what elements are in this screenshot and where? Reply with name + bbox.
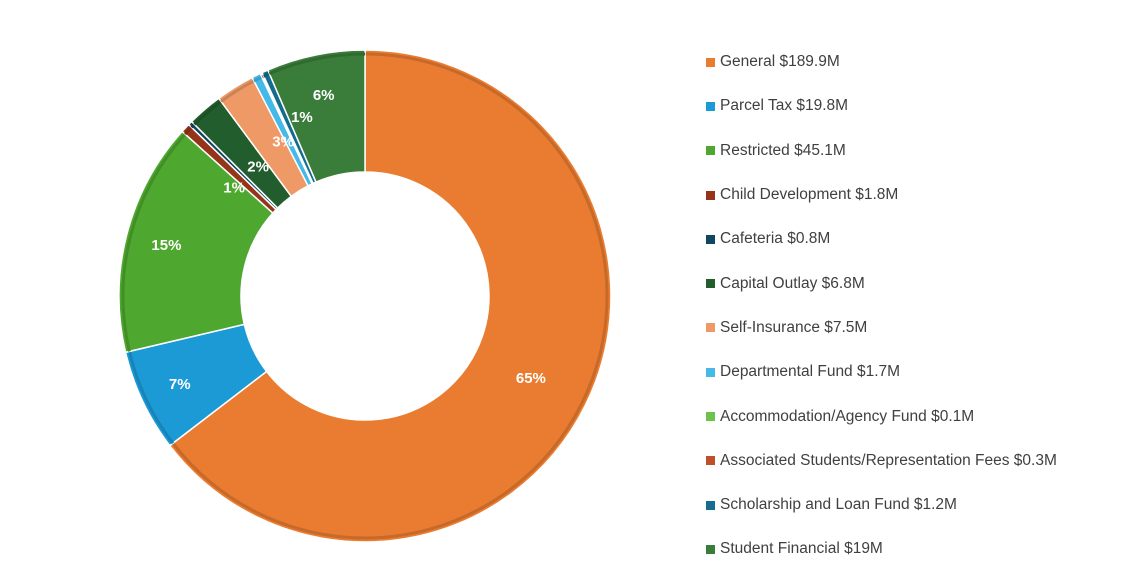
legend-item-self-insurance: Self-Insurance $7.5M [706,306,1057,350]
donut-chart: 65% 7% 15% 1% 2% 3% 1% 6% [118,49,612,543]
legend-swatch [706,367,715,377]
donut-svg: 65%7%15%1%2%3%1%6% [118,49,612,543]
legend-label: Parcel Tax $19.8M [720,97,849,115]
legend-swatch [706,412,715,422]
legend-item-scholarship-and-loan-fund: Scholarship and Loan Fund $1.2M [706,483,1057,527]
legend-item-parcel-tax: Parcel Tax $19.8M [706,84,1057,128]
slice-rim-student-financial [268,52,366,76]
legend-label: Accommodation/Agency Fund $0.1M [720,407,975,425]
legend-swatch [706,544,715,554]
legend-swatch [706,500,715,510]
legend-label: Departmental Fund $1.7M [720,363,901,381]
legend-item-departmental-fund: Departmental Fund $1.7M [706,350,1057,394]
percent-label-self-insurance: 3% [272,133,294,150]
slice-rim-parcel-tax [127,351,175,445]
slice-restricted [118,130,274,354]
legend-label: Associated Students/Representation Fees … [720,451,1057,469]
legend-swatch [706,234,715,244]
slice-rim-restricted [121,133,187,352]
slice-student-financial [266,49,366,184]
legend-item-associated-students-representation-fees: Associated Students/Representation Fees … [706,439,1057,483]
legend-label: Student Financial $19M [720,540,883,558]
legend-item-general: General $189.9M [706,40,1057,84]
legend-label: General $189.9M [720,53,840,71]
legend-item-cafeteria: Cafeteria $0.8M [706,217,1057,261]
legend-swatch [706,146,715,156]
slice-general [168,49,612,543]
legend-item-accommodation-agency-fund: Accommodation/Agency Fund $0.1M [706,394,1057,438]
percent-label-student-financial: 6% [313,87,335,104]
percent-label-general: 65% [516,370,546,387]
legend-swatch [706,101,715,111]
legend: General $189.9M Parcel Tax $19.8M Restrict… [706,40,1057,572]
legend-swatch [706,323,715,333]
legend-label: Capital Outlay $6.8M [720,274,865,292]
legend-item-student-financial: Student Financial $19M [706,527,1057,571]
slice-rim-general [171,52,609,540]
legend-label: Cafeteria $0.8M [720,230,831,248]
legend-label: Scholarship and Loan Fund $1.2M [720,496,957,514]
legend-item-child-development: Child Development $1.8M [706,173,1057,217]
legend-label: Self-Insurance $7.5M [720,318,868,336]
percent-label-parcel-tax: 7% [169,376,191,393]
percent-label-child-development: 1% [223,179,245,196]
legend-swatch [706,57,715,67]
legend-label: Restricted $45.1M [720,141,846,159]
legend-swatch [706,190,715,200]
percent-label-restricted: 15% [151,237,181,254]
legend-swatch [706,456,715,466]
percent-label-departmental-fund: 1% [291,109,313,126]
legend-item-restricted: Restricted $45.1M [706,129,1057,173]
legend-swatch [706,279,715,289]
percent-label-capital-outlay: 2% [247,158,269,175]
legend-label: Child Development $1.8M [720,186,899,204]
legend-item-capital-outlay: Capital Outlay $6.8M [706,261,1057,305]
